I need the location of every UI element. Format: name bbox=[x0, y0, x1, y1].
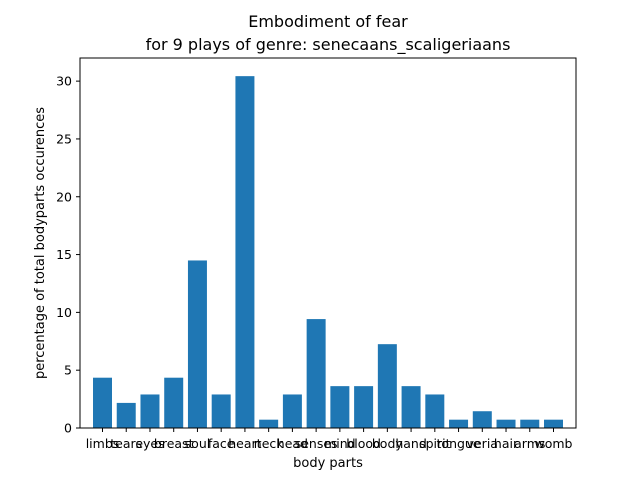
x-tick-label: neck bbox=[254, 436, 284, 451]
bar-spirit bbox=[425, 394, 445, 428]
bar-womb bbox=[544, 419, 563, 428]
x-tick-label: head bbox=[277, 436, 308, 451]
x-axis-label: body parts bbox=[293, 456, 363, 471]
x-tick-label: limbs bbox=[86, 436, 120, 451]
bar-blood bbox=[354, 386, 374, 428]
y-axis-ticks: 0 5 10 15 20 25 30 bbox=[56, 74, 80, 436]
bar-head bbox=[282, 394, 302, 428]
y-tick-label: 0 bbox=[64, 421, 72, 436]
x-tick-label: eyes bbox=[135, 436, 164, 451]
x-tick-label: breast bbox=[154, 436, 194, 451]
x-tick-label: veria bbox=[467, 436, 498, 451]
x-tick-label: tears bbox=[110, 436, 142, 451]
x-tick-label: mind bbox=[324, 436, 356, 451]
bar-mind bbox=[330, 386, 350, 428]
bar-eyes bbox=[140, 394, 160, 428]
x-tick-label: heart bbox=[228, 436, 261, 451]
bar-face bbox=[211, 394, 231, 428]
y-tick-label: 5 bbox=[64, 363, 72, 378]
y-tick-label: 20 bbox=[56, 189, 72, 204]
bar-neck bbox=[259, 419, 279, 428]
chart-title: Embodiment of fear bbox=[248, 12, 408, 31]
bar-soul bbox=[187, 260, 207, 428]
x-tick-label: soul bbox=[185, 436, 211, 451]
x-tick-label: body bbox=[372, 436, 404, 451]
bar-heart bbox=[235, 76, 255, 429]
bars-group bbox=[93, 76, 563, 429]
x-tick-label: womb bbox=[535, 436, 573, 451]
bar-hand bbox=[401, 386, 421, 428]
bar-senses bbox=[306, 319, 326, 428]
x-tick-label: hand bbox=[395, 436, 426, 451]
bar-tears bbox=[116, 402, 136, 428]
y-tick-label: 25 bbox=[56, 131, 72, 146]
x-tick-label: senses bbox=[295, 436, 338, 451]
x-tick-label: hair bbox=[494, 436, 519, 451]
x-tick-label: tongue bbox=[437, 436, 481, 451]
bar-veria bbox=[472, 411, 492, 428]
x-axis-ticks: limbstearseyesbreastsoulfaceheartneckhea… bbox=[86, 428, 573, 451]
x-tick-label: arms bbox=[514, 436, 545, 451]
chart-subtitle: for 9 plays of genre: senecaans_scaliger… bbox=[146, 35, 511, 55]
plot-frame bbox=[79, 57, 577, 429]
bar-limbs bbox=[93, 377, 112, 428]
bar-breast bbox=[164, 377, 184, 428]
y-tick-label: 10 bbox=[56, 305, 72, 320]
bar-arms bbox=[520, 419, 540, 428]
bar-hair bbox=[496, 419, 516, 428]
x-tick-label: blood bbox=[346, 436, 381, 451]
y-axis-label: percentage of total bodyparts occurences bbox=[33, 107, 48, 379]
y-tick-label: 15 bbox=[56, 247, 72, 262]
x-tick-label: spirit bbox=[419, 436, 451, 451]
bar-tongue bbox=[449, 419, 469, 428]
x-tick-label: face bbox=[208, 436, 235, 451]
y-tick-label: 30 bbox=[56, 74, 72, 89]
bar-body bbox=[377, 344, 397, 428]
